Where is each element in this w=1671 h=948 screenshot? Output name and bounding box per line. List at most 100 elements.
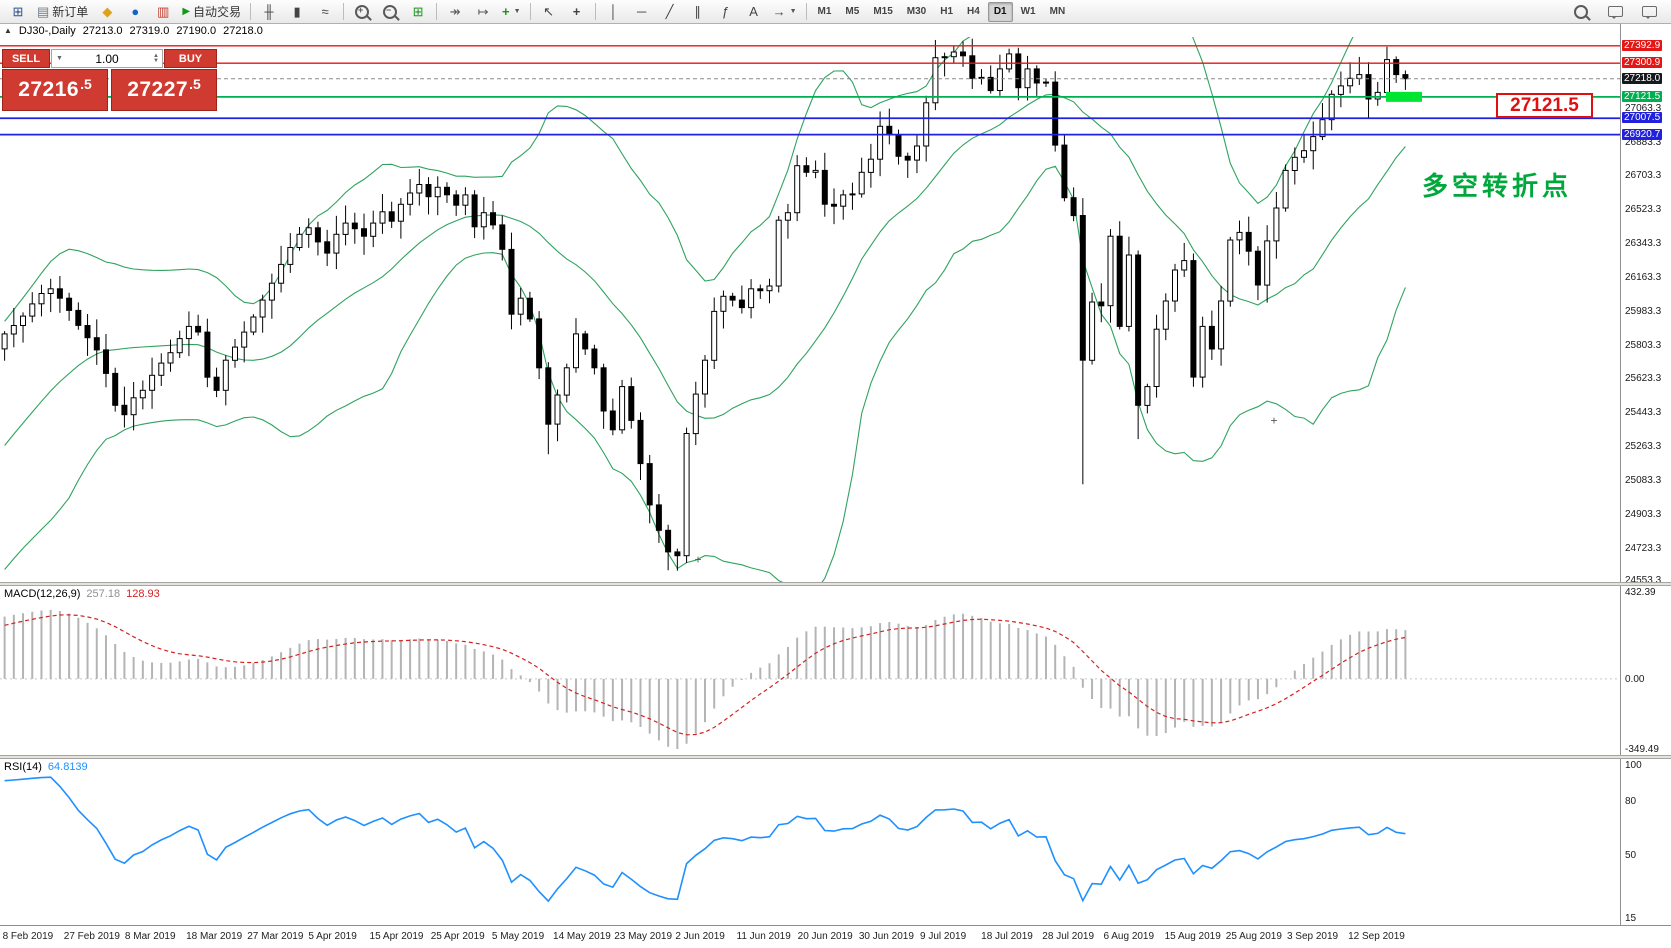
market-watch-icon[interactable]: ◆ (102, 4, 113, 19)
date-tick: 18 Jul 2019 (981, 931, 1033, 942)
buy-button[interactable]: BUY (164, 49, 217, 68)
price-tick: 24903.3 (1625, 508, 1662, 520)
auto-trading-button[interactable]: ▶ 自动交易 (178, 1, 245, 23)
rsi-name: RSI(14) (4, 761, 42, 773)
rsi-tick: 80 (1625, 796, 1637, 807)
navigator-icon[interactable]: ● (131, 4, 140, 19)
price-tick: 26163.3 (1625, 271, 1662, 283)
timeframe-mn[interactable]: MN (1049, 6, 1066, 17)
zoom-in-icon[interactable]: + (349, 1, 375, 23)
price-tick: 27063.3 (1625, 102, 1662, 114)
one-click-trade-widget: SELL ▼ 1.00 ▲ ▼ BUY 27216 .5 27227 .5 (2, 49, 217, 111)
volume-stepper[interactable]: ▲ ▼ (153, 52, 159, 64)
search-icon[interactable] (1568, 1, 1594, 23)
toolbar-right-group (1568, 1, 1666, 23)
timeframe-h4[interactable]: H4 (967, 6, 980, 17)
symbol-title: DJ30-,Daily (18, 24, 76, 37)
buy-price-button[interactable]: 27227 .5 (111, 69, 217, 111)
date-tick: 25 Aug 2019 (1225, 931, 1282, 942)
date-tick: 15 Aug 2019 (1164, 931, 1221, 942)
timeframe-m30[interactable]: M30 (906, 6, 927, 17)
rsi-axis[interactable]: 100 80 50 15 (1622, 759, 1671, 924)
timeframe-m5[interactable]: M5 (845, 6, 860, 17)
price-badge: 27121.5 (1622, 90, 1663, 102)
rsi-tick: 100 (1625, 760, 1642, 771)
rsi-chart[interactable] (0, 759, 1620, 924)
panel-splitter[interactable] (0, 755, 1671, 759)
macd-main-value: 257.18 (86, 588, 121, 600)
date-axis[interactable]: 8 Feb 2019 27 Feb 2019 8 Mar 2019 18 Mar 20… (0, 925, 1671, 948)
toolbar: ⊞ ▤ 新订单 ◆ ● ▥ ▶ 自动交易 ╫ ▮ ≈ + − ⊞ ↠ ↦ + ▼ … (0, 0, 1671, 24)
timeframe-w1[interactable]: W1 (1020, 6, 1036, 17)
sell-button[interactable]: SELL (2, 49, 50, 68)
date-tick: 11 Jun 2019 (736, 931, 791, 942)
chart-note-text[interactable]: 多空转折点 (1422, 171, 1573, 201)
rsi-panel[interactable]: RSI(14) 64.8139 (0, 759, 1620, 924)
collapse-panel-icon[interactable]: ▲ (4, 26, 12, 35)
price-chart-panel[interactable]: + + SELL ▼ 1.00 ▲ ▼ BUY 27216 .5 27227 (0, 37, 1620, 582)
horizontal-line-icon[interactable]: ─ (636, 4, 647, 19)
price-level-tag[interactable]: 27121.5 (1496, 93, 1593, 118)
chart-shift-icon[interactable]: ↦ (477, 4, 489, 19)
date-tick: 2 Jun 2019 (675, 931, 725, 942)
auto-scroll-icon[interactable]: ↠ (449, 4, 461, 19)
chat-icon[interactable] (1602, 1, 1628, 23)
ohlc-high: 27319.0 (129, 24, 170, 37)
ohlc-open: 27213.0 (82, 24, 123, 37)
trendline-icon[interactable]: ╱ (665, 4, 674, 19)
rsi-value: 64.8139 (47, 761, 88, 773)
macd-panel[interactable]: MACD(12,26,9) 257.18 128.93 (0, 586, 1620, 755)
date-tick: 9 Jul 2019 (919, 931, 967, 942)
date-tick: 3 Sep 2019 (1286, 931, 1339, 942)
arrows-tool-icon[interactable]: → ▼ (772, 4, 797, 19)
indicators-icon[interactable]: + ▼ (502, 4, 521, 19)
fibonacci-icon[interactable]: ƒ (721, 4, 730, 19)
date-tick: 5 Apr 2019 (308, 931, 357, 942)
toolbar-separator (529, 3, 531, 20)
macd-chart[interactable] (0, 586, 1620, 755)
toolbar-separator (594, 3, 596, 20)
timeframe-m15[interactable]: M15 (873, 6, 893, 17)
rsi-tick: 50 (1625, 850, 1637, 861)
candlestick-icon[interactable]: ▮ (293, 4, 301, 19)
price-axis[interactable]: 27063.3 26883.3 26703.3 26523.3 26343.3 26163… (1622, 37, 1671, 586)
terminal-icon[interactable]: ▥ (157, 4, 170, 19)
timeframe-m1[interactable]: M1 (817, 6, 832, 17)
date-tick: 20 Jun 2019 (797, 931, 853, 942)
price-tick: 24723.3 (1625, 542, 1662, 554)
date-tick: 5 May 2019 (491, 931, 545, 942)
chart-window-icon[interactable]: ⊞ (12, 4, 24, 19)
timeframe-d1[interactable]: D1 (987, 1, 1013, 22)
price-tick: 26883.3 (1625, 136, 1662, 148)
date-tick: 30 Jun 2019 (858, 931, 914, 942)
price-tick: 26703.3 (1625, 170, 1662, 182)
chevron-down-icon: ▼ (513, 8, 521, 15)
date-tick: 27 Mar 2019 (247, 931, 304, 942)
volume-input[interactable]: ▼ 1.00 ▲ ▼ (51, 49, 163, 68)
panel-splitter[interactable] (0, 582, 1671, 586)
sell-price-button[interactable]: 27216 .5 (2, 69, 108, 111)
toolbar-separator (805, 3, 807, 20)
price-tick: 26523.3 (1625, 204, 1662, 216)
date-tick: 6 Aug 2019 (1103, 931, 1155, 942)
vertical-line-icon[interactable]: │ (609, 4, 618, 19)
cursor-icon[interactable]: ↖ (543, 4, 555, 19)
channel-icon[interactable]: ∥ (694, 4, 701, 19)
ohlc-bars-icon[interactable]: ╫ (264, 4, 274, 19)
sell-price: 27216 (18, 78, 80, 101)
crosshair-icon[interactable]: + (572, 4, 581, 19)
price-tick: 25263.3 (1625, 441, 1662, 453)
macd-axis[interactable]: 432.39 0.00 -349.49 (1622, 586, 1671, 755)
volume-dropdown-icon[interactable]: ▼ (56, 55, 63, 62)
zoom-out-icon[interactable]: − (377, 1, 403, 23)
line-chart-icon[interactable]: ≈ (321, 4, 329, 19)
text-tool-icon[interactable]: A (749, 4, 758, 19)
candlestick-chart[interactable]: ++ (0, 37, 1620, 582)
timeframe-h1[interactable]: H1 (940, 6, 954, 17)
macd-tick: 0.00 (1625, 673, 1645, 685)
tile-windows-icon[interactable]: ⊞ (412, 4, 424, 19)
rsi-tick: 15 (1625, 913, 1637, 924)
chevron-down-icon: ▼ (789, 8, 797, 15)
new-order-button[interactable]: ▤ 新订单 (33, 1, 92, 23)
community-chat-icon[interactable] (1636, 1, 1662, 23)
